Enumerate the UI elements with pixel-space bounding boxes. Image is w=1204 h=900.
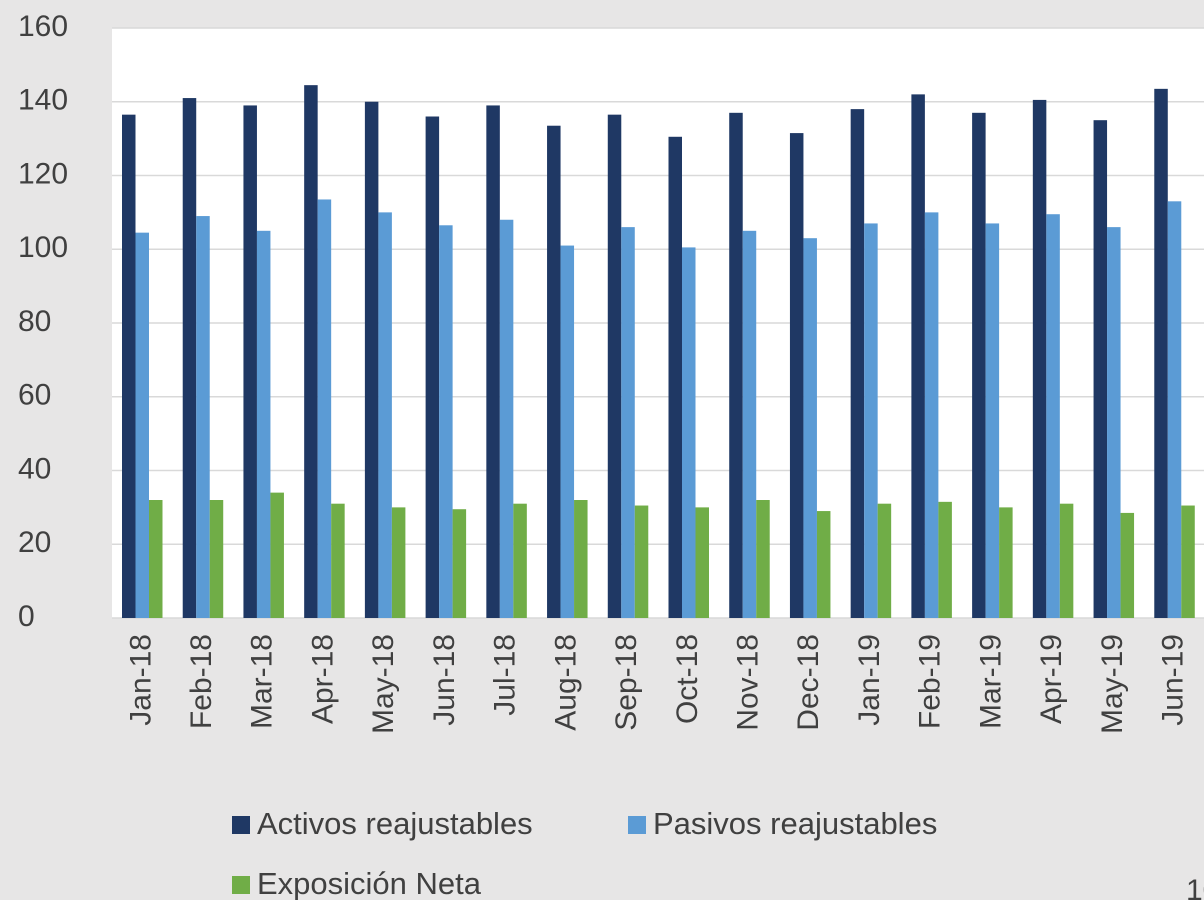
bar bbox=[695, 507, 709, 618]
bar bbox=[1181, 505, 1195, 618]
x-tick-label: Aug-18 bbox=[549, 634, 582, 731]
x-tick-label: Apr-18 bbox=[306, 634, 339, 724]
x-tick-label: May-19 bbox=[1096, 634, 1129, 734]
bar bbox=[911, 94, 925, 618]
y-tick-label: 0 bbox=[18, 600, 35, 633]
bar bbox=[621, 227, 635, 618]
y-tick-label: 140 bbox=[18, 84, 68, 117]
bar bbox=[1093, 120, 1108, 618]
bar bbox=[1059, 503, 1074, 618]
y-tick-label: 160 bbox=[18, 10, 68, 43]
bar bbox=[742, 230, 757, 618]
bar bbox=[574, 500, 588, 618]
bar bbox=[816, 511, 831, 618]
bar bbox=[1107, 227, 1121, 618]
bar bbox=[256, 230, 271, 618]
page-number: 10 bbox=[1186, 874, 1204, 900]
x-tick-label: Oct-18 bbox=[671, 634, 704, 724]
bar bbox=[938, 501, 952, 618]
y-tick-label: 60 bbox=[18, 379, 51, 412]
legend-label: Pasivos reajustables bbox=[653, 806, 937, 841]
bar bbox=[270, 492, 284, 618]
bar bbox=[972, 112, 986, 618]
bar bbox=[803, 238, 817, 618]
bar bbox=[486, 105, 500, 618]
x-tick-label: Jun-18 bbox=[428, 634, 461, 726]
legend-swatch bbox=[232, 876, 250, 894]
bar bbox=[1120, 512, 1135, 618]
x-tick-label: Jan-18 bbox=[124, 634, 157, 726]
bar bbox=[196, 216, 210, 618]
bar bbox=[999, 507, 1013, 618]
legend-label: Activos reajustables bbox=[257, 806, 533, 841]
bar bbox=[985, 223, 1000, 618]
bar bbox=[560, 245, 575, 618]
x-tick-label: May-18 bbox=[367, 634, 400, 734]
x-tick-label: Mar-18 bbox=[246, 634, 279, 729]
x-tick-label: Jul-18 bbox=[489, 634, 522, 716]
x-tick-label: Feb-19 bbox=[914, 634, 947, 729]
bar bbox=[682, 247, 696, 618]
y-tick-label: 80 bbox=[18, 305, 51, 338]
y-tick-label: 20 bbox=[18, 526, 51, 559]
legend-swatch bbox=[628, 816, 646, 834]
bar bbox=[439, 225, 453, 618]
bar bbox=[547, 125, 561, 618]
bar bbox=[729, 112, 743, 618]
bar bbox=[452, 509, 467, 618]
bar bbox=[391, 507, 406, 618]
bar bbox=[789, 133, 804, 618]
bar bbox=[425, 116, 440, 618]
bar bbox=[1154, 88, 1168, 618]
bar bbox=[364, 101, 379, 618]
bar bbox=[378, 212, 392, 618]
bar bbox=[634, 505, 649, 618]
bar bbox=[1046, 214, 1060, 618]
bar bbox=[304, 85, 318, 618]
x-tick-label: Jan-19 bbox=[853, 634, 886, 726]
y-tick-label: 40 bbox=[18, 452, 51, 485]
bar bbox=[864, 223, 878, 618]
bar bbox=[243, 105, 257, 618]
x-tick-label: Nov-18 bbox=[732, 634, 765, 731]
x-tick-label: Dec-18 bbox=[792, 634, 825, 731]
bar bbox=[499, 219, 514, 618]
bar bbox=[756, 500, 770, 618]
bar bbox=[317, 199, 332, 618]
x-tick-label: Feb-18 bbox=[185, 634, 218, 729]
bar bbox=[924, 212, 939, 618]
bar bbox=[607, 114, 622, 618]
bar bbox=[182, 98, 197, 618]
bar bbox=[122, 114, 136, 618]
y-tick-label: 100 bbox=[18, 231, 68, 264]
legend-swatch bbox=[232, 816, 250, 834]
bar bbox=[331, 503, 345, 618]
legend-label: Exposición Neta bbox=[257, 866, 482, 900]
bar bbox=[135, 232, 149, 618]
x-tick-label: Sep-18 bbox=[610, 634, 643, 731]
bar bbox=[513, 503, 527, 618]
bar bbox=[1032, 99, 1047, 618]
bar bbox=[877, 503, 892, 618]
x-tick-label: Mar-19 bbox=[974, 634, 1007, 729]
x-tick-label: Jun-19 bbox=[1157, 634, 1190, 726]
bar bbox=[209, 500, 224, 618]
bar bbox=[668, 136, 682, 618]
x-tick-label: Apr-19 bbox=[1035, 634, 1068, 724]
bar bbox=[149, 500, 163, 618]
bar bbox=[850, 109, 865, 618]
bar bbox=[1167, 201, 1182, 618]
y-tick-label: 120 bbox=[18, 157, 68, 190]
